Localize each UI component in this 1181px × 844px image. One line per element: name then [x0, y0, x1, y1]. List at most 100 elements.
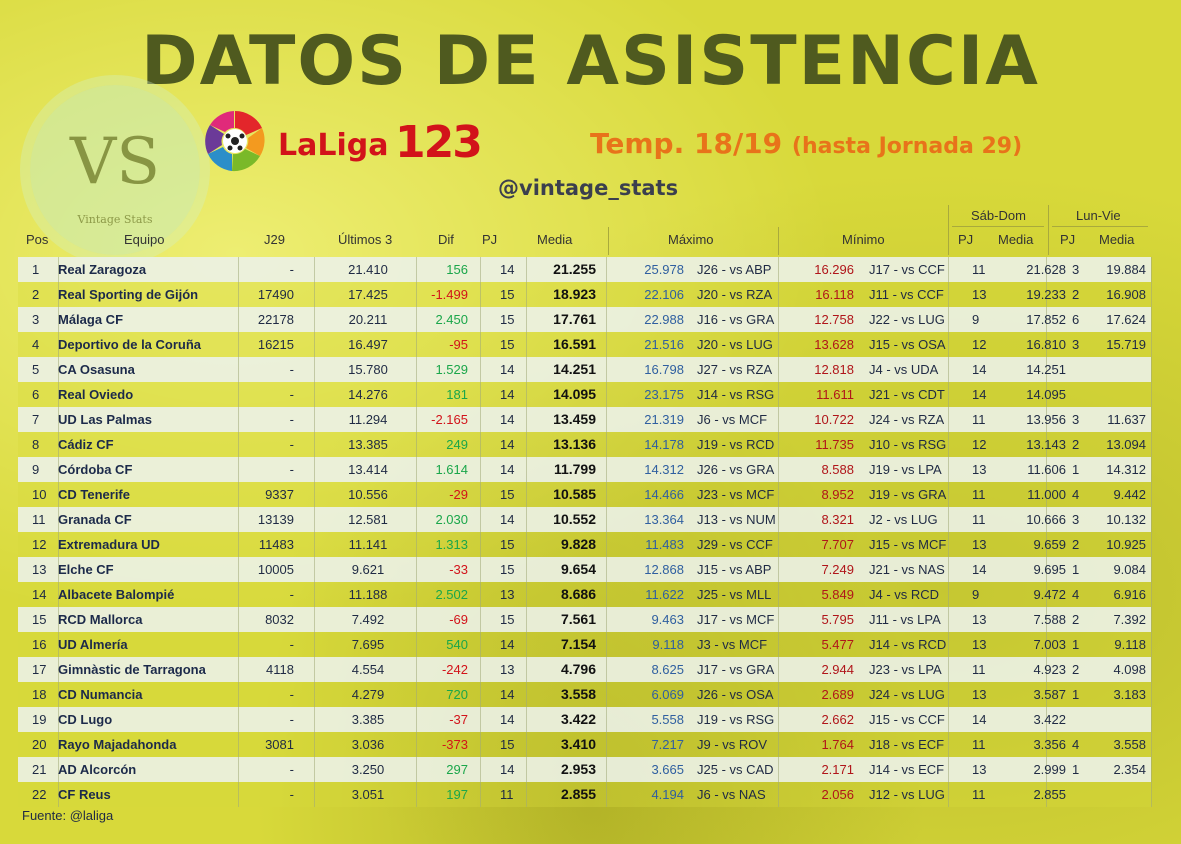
cell-sd-pj: 12: [972, 437, 987, 452]
cell-divider: [778, 307, 779, 332]
header-maximo: Máximo: [668, 232, 714, 247]
cell-divider: [948, 432, 949, 457]
cell-divider: [58, 407, 59, 432]
cell-divider: [1151, 782, 1152, 807]
cell-divider: [606, 307, 607, 332]
cell-lv-media: 17.624: [1106, 312, 1146, 327]
table-row: 6 Real Oviedo - 14.276 181 14 14.095 23.175 J14 …: [18, 382, 1152, 407]
cell-divider: [238, 757, 239, 782]
cell-divider: [606, 782, 607, 807]
cell-divider: [526, 282, 527, 307]
cell-divider: [416, 357, 417, 382]
attendance-table: 1 Real Zaragoza -21.410 156 14 21.255 25.978 J2…: [18, 257, 1152, 807]
cell-min-game: J4 - vs RCD: [869, 587, 940, 602]
cell-divider: [416, 332, 417, 357]
cell-divider: [314, 407, 315, 432]
cell-j29: -: [289, 712, 294, 727]
cell-lv-media: 2.354: [1113, 762, 1146, 777]
cell-divider: [526, 482, 527, 507]
cell-max: 14.466: [644, 487, 684, 502]
header-minimo: Mínimo: [842, 232, 885, 247]
cell-divider: [416, 782, 417, 807]
cell-divider: [1046, 507, 1047, 532]
cell-divider: [314, 482, 315, 507]
cell-sd-pj: 13: [972, 287, 987, 302]
cell-divider: [778, 332, 779, 357]
cell-divider: [238, 582, 239, 607]
cell-divider: [238, 682, 239, 707]
season-main: Temp. 18/19: [590, 127, 783, 160]
cell-max: 11.622: [645, 587, 684, 602]
cell-lv-media: 9.442: [1113, 487, 1146, 502]
cell-media: 3.410: [560, 736, 596, 752]
cell-sd-pj: 9: [972, 587, 980, 602]
cell-divider: [416, 482, 417, 507]
cell-media: 10.552: [553, 511, 596, 527]
cell-lv-pj: 1: [1072, 562, 1080, 577]
cell-lv-media: 6.916: [1113, 587, 1146, 602]
cell-min: 11.735: [815, 437, 854, 452]
cell-sd-pj: 9: [972, 312, 980, 327]
cell-max-game: J16 - vs GRA: [697, 312, 775, 327]
header-j29: J29: [264, 232, 285, 247]
cell-divider: [480, 407, 481, 432]
cell-team: UD Almería: [58, 637, 128, 652]
cell-team: Granada CF: [58, 512, 132, 527]
cell-divider: [238, 657, 239, 682]
cell-media: 7.154: [560, 636, 596, 652]
cell-team: AD Alcorcón: [58, 762, 137, 777]
cell-u3: 14.276: [348, 387, 388, 402]
cell-divider: [526, 357, 527, 382]
cell-min: 5.849: [821, 587, 854, 602]
cell-lv-media: 11.637: [1107, 412, 1146, 427]
cell-divider: [480, 757, 481, 782]
cell-sd-pj: 13: [972, 762, 987, 777]
cell-j29: -: [289, 587, 294, 602]
cell-divider: [1046, 307, 1047, 332]
cell-team: Gimnàstic de Tarragona: [58, 662, 206, 677]
cell-divider: [778, 582, 779, 607]
cell-divider: [314, 507, 315, 532]
cell-sd-pj: 13: [972, 612, 987, 627]
cell-lv-pj: 1: [1072, 762, 1080, 777]
cell-divider: [948, 507, 949, 532]
cell-divider: [1151, 532, 1152, 557]
cell-lv-pj: 4: [1072, 487, 1080, 502]
cell-divider: [526, 582, 527, 607]
cell-divider: [314, 432, 315, 457]
cell-divider: [526, 557, 527, 582]
cell-j29: 9337: [265, 487, 294, 502]
cell-divider: [58, 557, 59, 582]
cell-team: CD Tenerife: [58, 487, 130, 502]
cell-j29: -: [289, 387, 294, 402]
cell-sd-pj: 11: [972, 262, 986, 277]
cell-divider: [606, 257, 607, 282]
cell-pos: 13: [32, 562, 47, 577]
header-lun-vie: Lun-Vie: [1076, 208, 1121, 223]
cell-min: 12.818: [814, 362, 854, 377]
cell-divider: [58, 307, 59, 332]
cell-max: 23.175: [644, 387, 684, 402]
cell-divider: [238, 257, 239, 282]
cell-media: 9.828: [560, 536, 596, 552]
cell-divider: [416, 457, 417, 482]
cell-team: Deportivo de la Coruña: [58, 337, 202, 352]
cell-u3: 12.581: [348, 512, 388, 527]
cell-lv-media: 15.719: [1106, 337, 1146, 352]
cell-divider: [778, 732, 779, 757]
table-row: 22 CF Reus - 3.051 197 11 2.855 4.194 J6 - vs NA…: [18, 782, 1152, 807]
cell-divider: [526, 532, 527, 557]
table-row: 8 Cádiz CF - 13.385 249 14 13.136 14.178 J19 - v…: [18, 432, 1152, 457]
cell-min: 16.118: [815, 287, 854, 302]
cell-u3: 3.036: [351, 737, 385, 752]
cell-sd-pj: 13: [972, 637, 987, 652]
cell-team: Málaga CF: [58, 312, 124, 327]
cell-pos: 4: [32, 337, 40, 352]
cell-team: UD Las Palmas: [58, 412, 152, 427]
cell-lv-pj: 2: [1072, 662, 1080, 677]
cell-min-game: J14 - vs ECF: [869, 762, 945, 777]
cell-divider: [948, 407, 949, 432]
cell-min: 2.171: [821, 762, 854, 777]
cell-sd-pj: 11: [972, 787, 986, 802]
cell-divider: [778, 457, 779, 482]
